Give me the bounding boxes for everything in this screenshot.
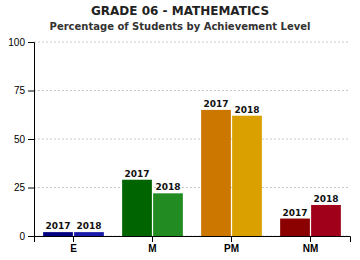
y-tick-mark [28, 188, 34, 189]
bar-year-label: 2017 [203, 99, 228, 109]
y-tick-mark [28, 42, 34, 43]
x-tick: PM [224, 236, 239, 254]
bar [280, 219, 310, 236]
x-tick-mark [73, 236, 74, 242]
bar-year-label: 2017 [45, 221, 70, 231]
bar-year-label: 2017 [282, 208, 307, 218]
grid-line [34, 139, 350, 140]
bar-labels: 2017 2017 2017 2017 2018 2018 2018 2018 [45, 99, 338, 231]
bar [74, 232, 104, 236]
y-tick-mark [28, 91, 34, 92]
x-tick-label: PM [224, 243, 239, 254]
bar-year-label: 2018 [234, 105, 259, 115]
bars [43, 110, 341, 236]
plot-area: 2017 2017 2017 2017 2018 2018 2018 2018 0 25 50 75 1… [8, 37, 350, 254]
bar-year-label: 2017 [124, 169, 149, 179]
bar-year-label: 2018 [155, 182, 180, 192]
x-axis: E M PM NM [35, 236, 351, 254]
bar-year-label: 2018 [313, 194, 338, 204]
y-tick-mark [28, 236, 34, 237]
y-tick-label: 100 [8, 37, 25, 48]
bar [311, 205, 341, 236]
bar-year-label: 2018 [76, 221, 101, 231]
bar [43, 232, 73, 236]
x-tick-mark [310, 236, 311, 242]
y-tick-mark [28, 139, 34, 140]
x-axis-line [35, 237, 351, 243]
chart-svg: GRADE 06 - MATHEMATICS Percentage of Stud… [0, 0, 360, 260]
bar [201, 110, 231, 236]
x-tick-label: M [148, 243, 156, 254]
x-tick-label: E [70, 243, 77, 254]
y-tick-label: 0 [19, 231, 25, 242]
y-tick: 0 [19, 231, 34, 242]
y-axis-line [28, 43, 35, 237]
x-tick: E [70, 236, 77, 254]
grid [34, 42, 350, 236]
y-tick: 100 [8, 37, 34, 48]
y-tick: 75 [14, 85, 34, 96]
bar [232, 116, 262, 236]
y-tick-label: 50 [14, 134, 26, 145]
chart-subtitle: Percentage of Students by Achievement Le… [50, 21, 311, 32]
y-axis: 0 25 50 75 100 [8, 37, 34, 242]
bar [153, 193, 183, 236]
grid-line [34, 187, 350, 188]
x-tick: NM [303, 236, 319, 254]
x-tick-label: NM [303, 243, 319, 254]
y-tick-label: 75 [14, 85, 26, 96]
grid-line [34, 90, 350, 91]
grid-line [34, 42, 350, 43]
y-tick-label: 25 [14, 182, 26, 193]
x-tick: M [148, 236, 156, 254]
chart-container: GRADE 06 - MATHEMATICS Percentage of Stud… [0, 0, 360, 260]
x-tick-mark [231, 236, 232, 242]
x-tick-mark [152, 236, 153, 242]
chart-title: GRADE 06 - MATHEMATICS [91, 4, 269, 18]
bar [122, 180, 152, 236]
y-tick: 50 [14, 134, 34, 145]
y-tick: 25 [14, 182, 34, 193]
